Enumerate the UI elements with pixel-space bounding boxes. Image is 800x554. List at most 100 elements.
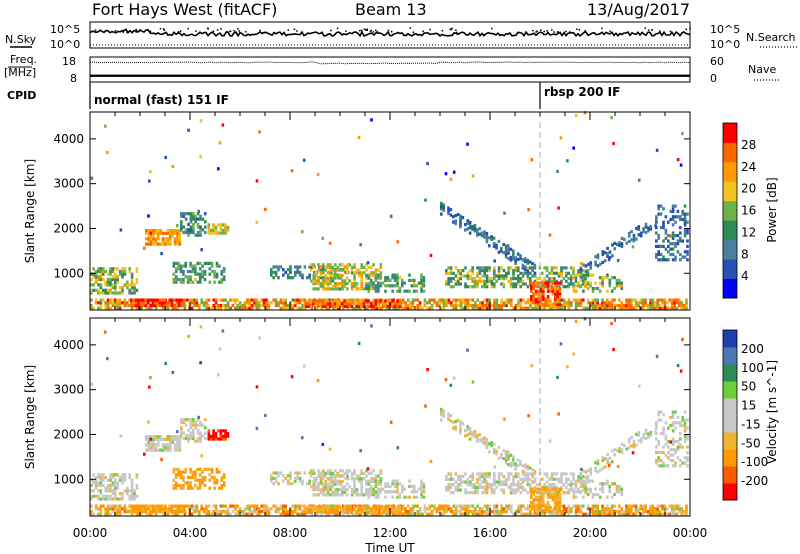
- velocity-cell: [532, 498, 535, 502]
- power-cell: [106, 306, 110, 310]
- power-cell: [502, 282, 506, 286]
- velocity-cell: [174, 481, 178, 485]
- power-cell: [533, 263, 537, 267]
- power-cell: [546, 303, 549, 308]
- power-cell: [587, 262, 590, 266]
- velocity-cell: [90, 512, 93, 516]
- velocity-cell: [158, 509, 162, 514]
- velocity-cell: [135, 512, 139, 516]
- velocity-cell: [468, 432, 472, 436]
- velocity-cell: [606, 460, 609, 464]
- velocity-cell: [423, 507, 427, 511]
- velocity-cell: [374, 495, 378, 499]
- velocity-cell: [558, 504, 561, 508]
- velocity-cell: [509, 453, 513, 457]
- noise-left-tick-bottom: 10^0: [50, 38, 80, 51]
- velocity-cell: [682, 512, 686, 516]
- power-cell: [258, 130, 261, 134]
- velocity-cell: [184, 470, 188, 474]
- velocity-cell: [307, 505, 310, 509]
- power-cell: [634, 301, 638, 305]
- power-cell: [196, 222, 200, 226]
- velocity-cell: [481, 472, 484, 476]
- power-cell: [471, 285, 474, 289]
- power-cell: [447, 301, 451, 305]
- velocity-cell: [177, 467, 180, 471]
- velocity-cell: [476, 491, 479, 495]
- power-cell: [97, 267, 100, 271]
- velocity-cell: [262, 504, 266, 508]
- velocity-cell: [391, 479, 394, 483]
- power-cell: [219, 228, 223, 232]
- noise-search-point: [293, 28, 296, 31]
- velocity-cell: [202, 509, 206, 514]
- velocity-cell: [572, 492, 576, 497]
- power-cell: [490, 235, 493, 239]
- velocity-cell: [490, 485, 494, 489]
- power-cell: [128, 298, 131, 302]
- power-cell: [214, 231, 218, 235]
- power-cell: [317, 299, 320, 303]
- power-cell: [526, 274, 530, 278]
- power-cell: [462, 306, 465, 310]
- velocity-cell: [447, 485, 450, 489]
- velocity-cell: [557, 477, 561, 481]
- velocity-cell: [116, 483, 119, 488]
- power-cell: [207, 298, 211, 302]
- velocity-cell: [591, 495, 595, 499]
- velocity-cell: [447, 488, 450, 492]
- velocity-cell: [577, 477, 580, 481]
- velocity-cell: [374, 510, 378, 514]
- velocity-cell: [591, 509, 595, 514]
- noise-search-point: [212, 30, 215, 32]
- velocity-cell: [656, 509, 659, 514]
- power-cell: [493, 266, 496, 270]
- velocity-cell: [596, 470, 600, 474]
- power-cell: [123, 303, 127, 308]
- power-cell: [379, 265, 383, 269]
- power-cell: [191, 267, 195, 271]
- velocity-cell: [389, 505, 392, 509]
- power-cell: [500, 298, 503, 302]
- power-cell: [329, 302, 332, 306]
- velocity-cell: [161, 504, 164, 508]
- power-cell: [317, 304, 320, 308]
- velocity-cell: [418, 509, 422, 514]
- power-cell: [326, 299, 330, 303]
- power-cell: [342, 303, 345, 308]
- power-cell: [109, 288, 112, 292]
- power-cell: [488, 277, 491, 281]
- power-cell: [166, 306, 170, 310]
- power-cell: [291, 306, 295, 310]
- power-cell: [675, 301, 679, 305]
- power-cell: [537, 300, 540, 304]
- power-cell: [524, 271, 527, 275]
- power-cell: [440, 212, 443, 216]
- power-cell: [586, 298, 590, 302]
- power-cell: [180, 228, 183, 232]
- power-cell: [534, 306, 537, 310]
- power-cell: [177, 264, 180, 268]
- velocity-cell: [490, 443, 493, 447]
- power-cell: [606, 252, 609, 256]
- velocity-cell: [380, 512, 383, 516]
- power-cell: [384, 284, 387, 288]
- velocity-cell: [201, 481, 204, 485]
- velocity-cell: [298, 476, 302, 480]
- velocity-cell: [319, 479, 323, 484]
- power-cell: [234, 306, 237, 310]
- velocity-cell: [320, 507, 323, 511]
- station-title: Fort Hays West (fitACF): [92, 0, 277, 19]
- velocity-cell: [550, 477, 554, 481]
- power-cell: [341, 282, 344, 286]
- power-cell: [393, 278, 397, 282]
- velocity-cell: [546, 495, 550, 499]
- velocity-cell: [327, 512, 331, 516]
- velocity-cell: [630, 512, 633, 516]
- velocity-cell: [558, 507, 561, 511]
- power-cell: [144, 298, 147, 302]
- velocity-cell: [212, 432, 215, 436]
- power-cell: [198, 272, 202, 276]
- velocity-cell: [386, 484, 390, 488]
- power-cell: [438, 301, 441, 305]
